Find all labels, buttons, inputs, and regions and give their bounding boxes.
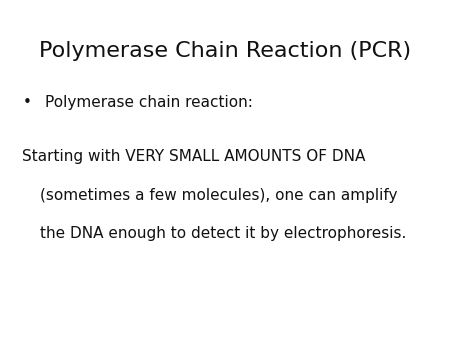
Text: (sometimes a few molecules), one can amplify: (sometimes a few molecules), one can amp… [40,188,398,202]
Text: the DNA enough to detect it by electrophoresis.: the DNA enough to detect it by electroph… [40,226,407,241]
Text: Polymerase chain reaction:: Polymerase chain reaction: [45,95,253,110]
Text: •: • [22,95,32,110]
Text: Polymerase Chain Reaction (PCR): Polymerase Chain Reaction (PCR) [39,41,411,61]
Text: Starting with VERY SMALL AMOUNTS OF DNA: Starting with VERY SMALL AMOUNTS OF DNA [22,149,366,164]
